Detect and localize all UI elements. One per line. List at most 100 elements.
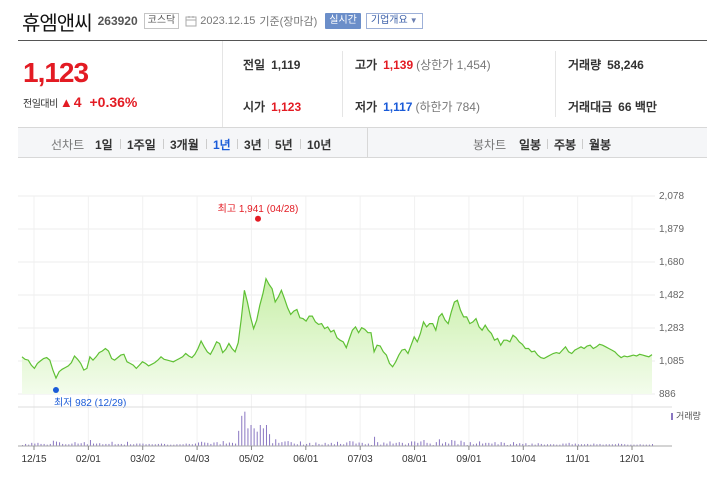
volume-bar bbox=[509, 444, 511, 446]
volume-bar bbox=[74, 442, 76, 446]
volume-bar bbox=[71, 443, 73, 446]
volume-bars bbox=[22, 411, 653, 446]
up-arrow-icon: ▲ bbox=[59, 95, 73, 110]
separator bbox=[163, 139, 164, 149]
x-tick-label: 11/01 bbox=[565, 454, 590, 465]
volume-bar bbox=[259, 425, 261, 446]
volume-bar bbox=[596, 444, 598, 446]
period-3y[interactable]: 3년 bbox=[244, 138, 262, 152]
realtime-button[interactable]: 실시간 bbox=[325, 13, 361, 29]
separator bbox=[237, 139, 238, 149]
volume-bar bbox=[475, 443, 477, 446]
volume-bar bbox=[364, 444, 366, 446]
period-1y[interactable]: 1년 bbox=[213, 138, 231, 152]
volume-bar bbox=[414, 441, 416, 446]
separator bbox=[268, 139, 269, 149]
period-3m[interactable]: 3개월 bbox=[170, 138, 199, 152]
volume-bar bbox=[37, 442, 39, 446]
volume-bar bbox=[170, 444, 172, 446]
volume-bar bbox=[46, 444, 48, 446]
volume-bar bbox=[96, 443, 98, 446]
volume-bar bbox=[198, 442, 200, 446]
volume-bar bbox=[380, 444, 382, 446]
volume-bar bbox=[315, 442, 317, 446]
volume-bar bbox=[636, 444, 638, 446]
volume-bar bbox=[337, 441, 338, 446]
volume-bar bbox=[52, 440, 54, 446]
price-chart: 2,078 1,879 1,680 1,482 1,283 1,085 886 최고 1,9… bbox=[18, 191, 701, 465]
volume-bar bbox=[525, 443, 527, 446]
current-price: 1,123 bbox=[23, 57, 89, 88]
volume-bar bbox=[522, 443, 524, 446]
volume-bar bbox=[500, 442, 502, 446]
volume-bar bbox=[374, 436, 376, 446]
volume-bar bbox=[265, 425, 267, 446]
volume-bar bbox=[608, 444, 610, 446]
volume-bar bbox=[269, 434, 271, 446]
volume-bar bbox=[358, 442, 360, 446]
volume-bar bbox=[117, 443, 119, 446]
volume-bar bbox=[652, 444, 653, 446]
high-label: 고가 bbox=[355, 58, 378, 72]
amount-value: 66 백만 bbox=[618, 100, 657, 114]
volume-bar bbox=[611, 444, 613, 446]
period-5y[interactable]: 5년 bbox=[275, 138, 293, 152]
stock-header: 휴엠앤씨 263920 코스닥 2023.12.15 기준(장마감) 실시간 기… bbox=[22, 8, 702, 35]
price-area bbox=[22, 278, 652, 394]
volume-bar bbox=[185, 443, 187, 446]
volume-bar bbox=[49, 443, 51, 446]
y-tick-label: 886 bbox=[659, 389, 676, 400]
volume-bar bbox=[296, 444, 298, 446]
volume-bar bbox=[330, 442, 332, 446]
chart-annotations: 최고 1,941 (04/28) 최저 982 (12/29) bbox=[52, 203, 298, 409]
volume-bar bbox=[321, 444, 323, 446]
volume-bar bbox=[133, 444, 135, 446]
volume-bar bbox=[392, 443, 394, 446]
volume-bar bbox=[253, 428, 255, 446]
volume-bar bbox=[160, 443, 162, 446]
volume-bar bbox=[213, 442, 215, 446]
volume-bar bbox=[463, 442, 465, 446]
volume-bar bbox=[451, 440, 453, 446]
quote-basis: 기준(장마감) bbox=[259, 16, 318, 28]
upper-limit: (상한가 1,454) bbox=[416, 58, 491, 72]
volume-bar bbox=[537, 443, 539, 446]
candle-weekly[interactable]: 주봉 bbox=[554, 138, 577, 152]
volume-bar bbox=[232, 442, 233, 446]
volume-bar bbox=[648, 444, 650, 446]
volume-bar bbox=[281, 442, 283, 446]
low-annotation: 최저 982 (12/29) bbox=[54, 397, 126, 409]
low-value: 1,117 bbox=[383, 100, 413, 114]
high-price: 고가 1,139 (상한가 1,454) bbox=[355, 56, 491, 73]
period-1d[interactable]: 1일 bbox=[95, 138, 113, 152]
volume-bar bbox=[367, 443, 369, 446]
volume-bar bbox=[108, 443, 110, 446]
y-tick-label: 1,482 bbox=[659, 290, 684, 301]
candle-monthly[interactable]: 월봉 bbox=[589, 138, 612, 152]
volume-bar bbox=[62, 443, 64, 446]
volume-bar bbox=[31, 442, 33, 446]
volume-bar bbox=[516, 443, 518, 446]
chevron-down-icon: ▼ bbox=[409, 16, 418, 25]
volume-bar bbox=[179, 444, 181, 446]
low-marker bbox=[52, 387, 59, 394]
volume-bar bbox=[278, 442, 280, 446]
volume-bar bbox=[531, 443, 533, 446]
volume-bar bbox=[494, 442, 496, 446]
trade-amount: 거래대금 66 백만 bbox=[568, 98, 657, 115]
period-10y[interactable]: 10년 bbox=[307, 138, 332, 152]
volume-bar bbox=[55, 441, 57, 446]
period-1w[interactable]: 1주일 bbox=[127, 138, 156, 152]
volume-bar bbox=[540, 443, 542, 446]
candle-daily[interactable]: 일봉 bbox=[519, 138, 542, 152]
volume-bar bbox=[235, 443, 237, 446]
volume-bar bbox=[571, 444, 573, 446]
volume-bar bbox=[577, 444, 579, 446]
open-price: 시가 1,123 bbox=[243, 98, 301, 115]
quote-date: 2023.12.15 bbox=[200, 15, 256, 27]
line-chart-label: 선차트 bbox=[51, 138, 85, 152]
corp-info-button[interactable]: 기업개요 ▼ bbox=[365, 13, 423, 29]
volume-bar bbox=[485, 442, 487, 446]
volume-bar bbox=[386, 443, 388, 446]
volume-bar bbox=[543, 444, 545, 446]
